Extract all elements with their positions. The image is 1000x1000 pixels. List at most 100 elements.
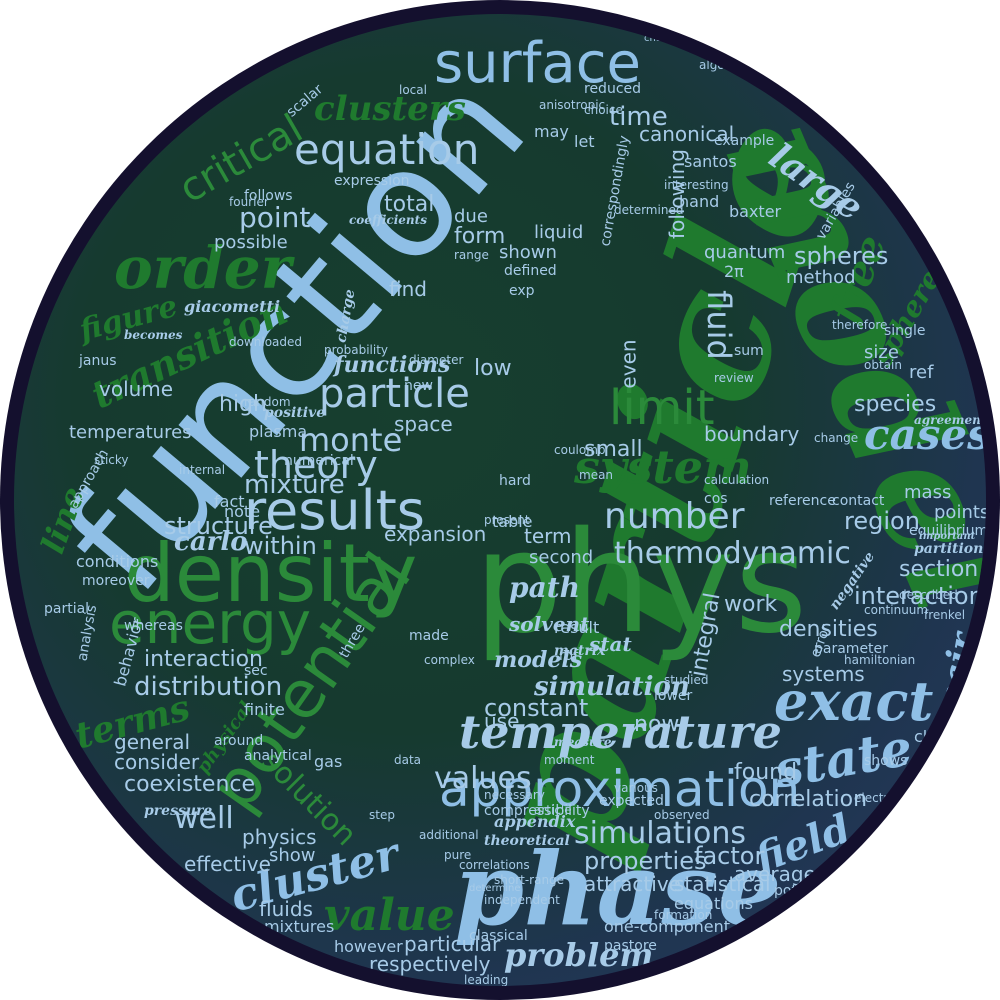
word-agreement: agreement	[914, 413, 986, 427]
word-correlation: correlation	[749, 787, 868, 812]
word-new: new	[404, 378, 433, 394]
word-interaction: interaction	[144, 647, 263, 672]
word-path: path	[509, 571, 581, 604]
word-sum: sum	[734, 343, 764, 359]
word-spheres: spheres	[794, 242, 889, 270]
word-phase: phase	[454, 830, 782, 948]
word-surface: surface	[434, 31, 641, 96]
word-correspondingly: correspondingly	[597, 134, 633, 248]
word-space: space	[394, 412, 453, 436]
word-necessary: necessary	[484, 788, 545, 802]
word-relevant: relevant	[734, 948, 784, 962]
word-particle: particle	[319, 371, 470, 417]
word-additional: additional	[419, 828, 479, 842]
word-compressibility: compressibility	[484, 803, 590, 819]
word-models: models	[494, 647, 583, 673]
word-various: various	[614, 781, 658, 795]
word-moreover: moreover	[82, 573, 150, 589]
word-fluids: fluids	[259, 897, 313, 921]
word-order: order	[114, 234, 292, 302]
word-point: point	[239, 201, 311, 234]
word-fourier: fourier	[229, 195, 269, 209]
word-factor: factor	[694, 842, 765, 870]
word-measure: measure	[554, 735, 612, 749]
word-review: review	[714, 371, 754, 385]
word-coexistence: coexistence	[124, 772, 256, 797]
word-equations: equations	[674, 894, 753, 913]
word-important: important	[919, 531, 976, 542]
word-mixtures: mixtures	[264, 917, 335, 936]
word-constant: constant	[484, 694, 589, 722]
word-simulations: simulations	[574, 816, 747, 851]
word-plasma: plasma	[249, 422, 308, 441]
word-volume: volume	[99, 377, 174, 401]
word-rdf: rdf	[559, 648, 579, 664]
word-electron: electron	[854, 791, 904, 805]
word-leading: leading	[464, 973, 509, 986]
word-described: described	[899, 588, 958, 602]
word-densities: densities	[779, 617, 878, 642]
word-made: made	[409, 628, 449, 644]
word-formation: formation	[654, 908, 713, 922]
word-contact: contact	[832, 493, 885, 509]
word-density: density	[124, 527, 418, 620]
word-small: small	[584, 437, 643, 462]
word-cases: cases	[864, 410, 986, 459]
word-use: use	[484, 709, 520, 733]
word-data: data	[394, 753, 422, 767]
word-size: size	[864, 342, 899, 363]
word-random: random	[244, 395, 291, 409]
word-reference: reference	[769, 493, 836, 509]
word-whereas: whereas	[124, 618, 183, 634]
word-table: table	[492, 512, 533, 531]
word-local: local	[399, 83, 427, 97]
word-potentials: potentials	[774, 883, 844, 899]
word-result: result	[554, 618, 600, 637]
word-algorithm: algorithm	[699, 58, 757, 72]
word-distribution: distribution	[134, 672, 283, 702]
word-expansion: expansion	[384, 522, 487, 546]
word-points: points	[934, 502, 986, 523]
word-sticky: sticky	[94, 453, 129, 467]
word-expression: expression	[334, 173, 410, 189]
word-coulomb: coulomb	[554, 443, 606, 457]
word-studied: studied	[664, 673, 709, 687]
word-downloaded: downloaded	[229, 335, 303, 349]
word-temperatures: temperatures	[69, 422, 192, 443]
word-low: low	[474, 356, 512, 381]
word-correlations: correlations	[459, 858, 530, 872]
word-characteristic: characteristic	[644, 33, 713, 44]
word-system: system	[574, 440, 752, 494]
word-defined: defined	[504, 263, 557, 279]
word-functions: functions	[334, 352, 451, 378]
word-time: time	[609, 102, 668, 132]
word-systems: systems	[782, 662, 865, 686]
word-follows: follows	[244, 188, 293, 204]
word-baxter: baxter	[729, 202, 782, 221]
word-exact: exact	[774, 669, 934, 733]
word-santos: santos	[684, 152, 737, 171]
word-average: average	[734, 862, 816, 886]
word-show: show	[269, 845, 316, 866]
word-physics: physics	[242, 825, 317, 849]
word-consider: consider	[114, 750, 200, 774]
word-partition: partition	[914, 541, 984, 557]
word-mean: mean	[579, 468, 614, 482]
word-number: number	[604, 496, 745, 537]
word-giacometti: giacometti	[184, 297, 281, 316]
word-partial: partial	[44, 601, 90, 617]
word-article: article	[534, 803, 572, 817]
word-find: find	[389, 277, 427, 301]
word-example: example	[714, 133, 775, 149]
word-shown: shown	[499, 242, 557, 263]
word-parameter: parameter	[814, 641, 888, 657]
word-hamiltonian: hamiltonian	[844, 653, 916, 667]
word-energy: energy	[109, 589, 312, 657]
word-single: single	[884, 323, 926, 339]
word-observed: observed	[654, 808, 710, 822]
word-simulation: simulation	[534, 672, 690, 702]
word-cloud-disc: particle model function phys phase densi…	[14, 14, 986, 986]
word-effective: effective	[184, 852, 271, 876]
word-probability: probability	[324, 343, 389, 357]
word-change: change	[814, 431, 859, 445]
